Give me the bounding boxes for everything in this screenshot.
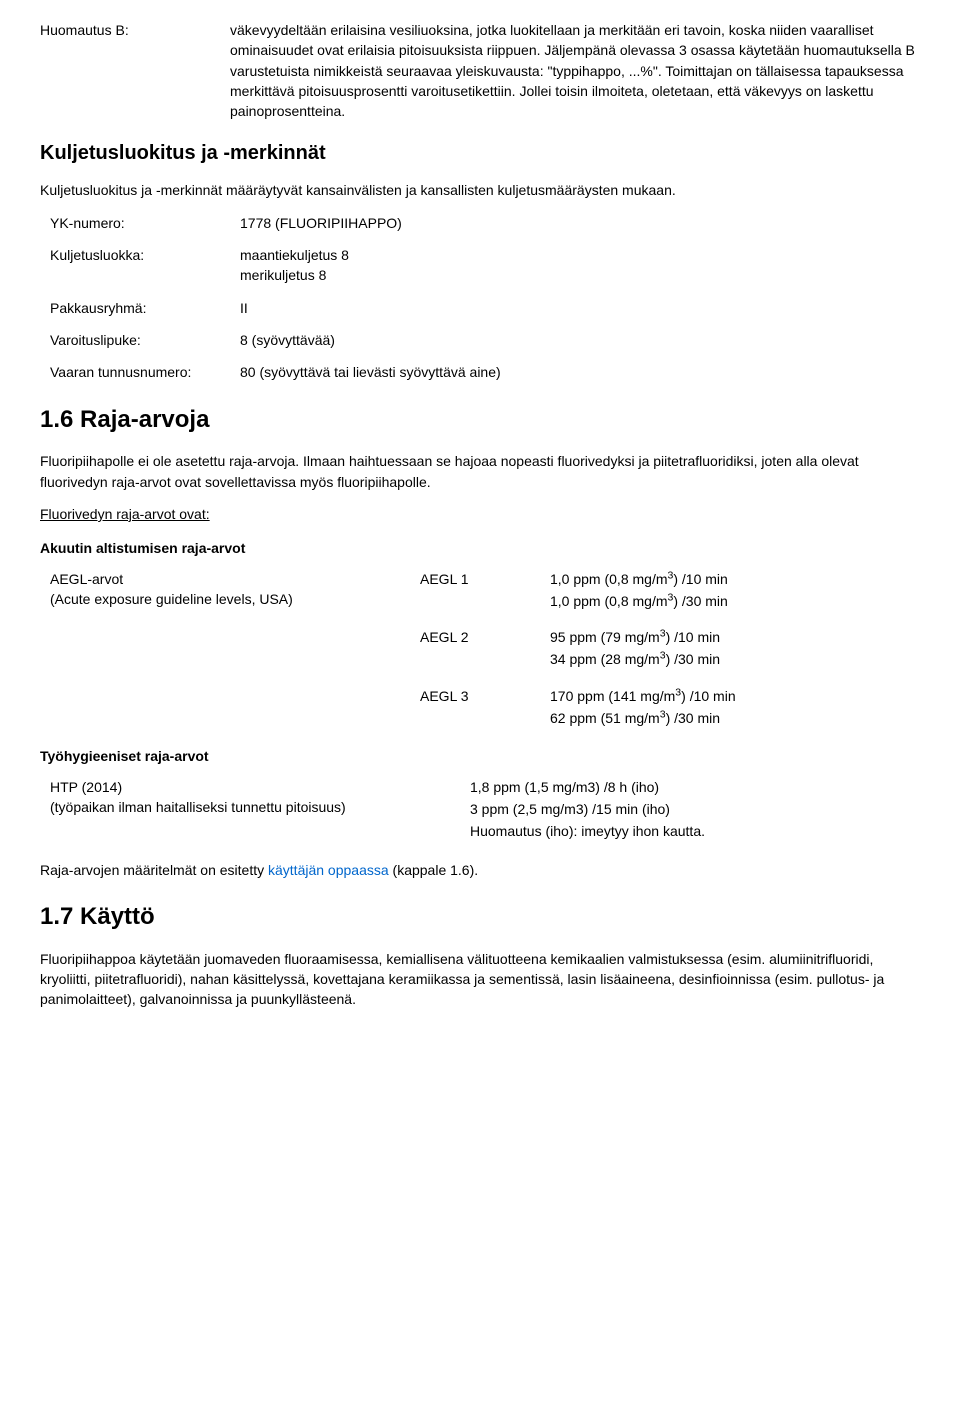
akuutti-heading: Akuutin altistumisen raja-arvot — [40, 538, 920, 558]
kuljetus-table: YK-numero: 1778 (FLUORIPIIHAPPO) Kuljetu… — [50, 213, 920, 383]
huomautus-text: väkevyydeltään erilaisina vesiliuoksina,… — [230, 20, 920, 121]
htp-r1: 1,8 ppm (1,5 mg/m3) /8 h (iho) — [470, 777, 920, 797]
huomautus-label: Huomautus B: — [40, 20, 230, 121]
varoitus-value: 8 (syövyttävää) — [240, 330, 920, 350]
aegl1-v2a: 1,0 ppm (0,8 mg/m — [550, 593, 668, 609]
htp-right: 1,8 ppm (1,5 mg/m3) /8 h (iho) 3 ppm (2,… — [470, 777, 920, 844]
varoitus-row: Varoituslipuke: 8 (syövyttävää) — [50, 330, 920, 350]
aegl3-name: AEGL 3 — [420, 686, 550, 731]
htp-left1: HTP (2014) — [50, 777, 470, 797]
luokka-row: Kuljetusluokka: maantiekuljetus 8 meriku… — [50, 245, 920, 286]
aegl1-v1b: ) /10 min — [673, 571, 727, 587]
kaytto-heading: 1.7 Käyttö — [40, 900, 920, 935]
aegl3-v2b: ) /30 min — [666, 710, 720, 726]
raja-heading: 1.6 Raja-arvoja — [40, 403, 920, 438]
yk-row: YK-numero: 1778 (FLUORIPIIHAPPO) — [50, 213, 920, 233]
pakkaus-value: II — [240, 298, 920, 318]
aegl-label1: AEGL-arvot — [50, 569, 420, 589]
raja-sub-underline: Fluorivedyn raja-arvot ovat: — [40, 504, 920, 524]
aegl2-v2b: ) /30 min — [666, 651, 720, 667]
aegl2-v1: 95 ppm (79 mg/m3) /10 min — [550, 627, 920, 647]
aegl3-v1b: ) /10 min — [681, 688, 735, 704]
raja-intro: Fluoripiihapolle ei ole asetettu raja-ar… — [40, 451, 920, 492]
yk-value: 1778 (FLUORIPIIHAPPO) — [240, 213, 920, 233]
huomautus-row: Huomautus B: väkevyydeltään erilaisina v… — [40, 20, 920, 121]
aegl1-v1a: 1,0 ppm (0,8 mg/m — [550, 571, 668, 587]
htp-left2: (työpaikan ilman haitalliseksi tunnettu … — [50, 797, 470, 817]
pakkaus-label: Pakkausryhmä: — [50, 298, 240, 318]
vaara-row: Vaaran tunnusnumero: 80 (syövyttävä tai … — [50, 362, 920, 382]
luokka-label: Kuljetusluokka: — [50, 245, 240, 286]
aegl-block: AEGL-arvot (Acute exposure guideline lev… — [50, 569, 920, 731]
aegl1-v2: 1,0 ppm (0,8 mg/m3) /30 min — [550, 591, 920, 611]
luokka-value2: merikuljetus 8 — [240, 265, 920, 285]
aegl3-v1: 170 ppm (141 mg/m3) /10 min — [550, 686, 920, 706]
luokka-value: maantiekuljetus 8 merikuljetus 8 — [240, 245, 920, 286]
kuljetus-intro: Kuljetusluokitus ja -merkinnät määräytyv… — [40, 180, 920, 200]
aegl3-v1a: 170 ppm (141 mg/m — [550, 688, 675, 704]
varoitus-label: Varoituslipuke: — [50, 330, 240, 350]
aegl2-row: AEGL 2 95 ppm (79 mg/m3) /10 min 34 ppm … — [50, 627, 920, 672]
htp-left: HTP (2014) (työpaikan ilman haitalliseks… — [50, 777, 470, 844]
raja-footer-post: (kappale 1.6). — [389, 862, 479, 878]
aegl1-v2b: ) /30 min — [673, 593, 727, 609]
aegl3-v2a: 62 ppm (51 mg/m — [550, 710, 660, 726]
vaara-label: Vaaran tunnusnumero: — [50, 362, 240, 382]
aegl2-v1a: 95 ppm (79 mg/m — [550, 629, 660, 645]
aegl-left-label: AEGL-arvot (Acute exposure guideline lev… — [50, 569, 420, 614]
raja-footer-link[interactable]: käyttäjän oppaassa — [268, 862, 389, 878]
aegl1-values: 1,0 ppm (0,8 mg/m3) /10 min 1,0 ppm (0,8… — [550, 569, 920, 614]
yk-label: YK-numero: — [50, 213, 240, 233]
luokka-value1: maantiekuljetus 8 — [240, 245, 920, 265]
htp-r2: 3 ppm (2,5 mg/m3) /15 min (iho) — [470, 799, 920, 819]
raja-footer: Raja-arvojen määritelmät on esitetty käy… — [40, 860, 920, 880]
aegl2-name: AEGL 2 — [420, 627, 550, 672]
htp-block: HTP (2014) (työpaikan ilman haitalliseks… — [50, 777, 920, 844]
htp-r3: Huomautus (iho): imeytyy ihon kautta. — [470, 821, 920, 841]
aegl3-row: AEGL 3 170 ppm (141 mg/m3) /10 min 62 pp… — [50, 686, 920, 731]
aegl2-values: 95 ppm (79 mg/m3) /10 min 34 ppm (28 mg/… — [550, 627, 920, 672]
aegl2-v1b: ) /10 min — [666, 629, 720, 645]
kaytto-text: Fluoripiihappoa käytetään juomaveden flu… — [40, 949, 920, 1010]
tyo-heading: Työhygieeniset raja-arvot — [40, 746, 920, 766]
aegl-label2: (Acute exposure guideline levels, USA) — [50, 589, 420, 609]
kuljetus-heading: Kuljetusluokitus ja -merkinnät — [40, 139, 920, 168]
aegl2-left-empty — [50, 627, 420, 672]
aegl1-row: AEGL-arvot (Acute exposure guideline lev… — [50, 569, 920, 614]
aegl2-v2a: 34 ppm (28 mg/m — [550, 651, 660, 667]
aegl1-v1: 1,0 ppm (0,8 mg/m3) /10 min — [550, 569, 920, 589]
aegl3-v2: 62 ppm (51 mg/m3) /30 min — [550, 708, 920, 728]
pakkaus-row: Pakkausryhmä: II — [50, 298, 920, 318]
vaara-value: 80 (syövyttävä tai lievästi syövyttävä a… — [240, 362, 920, 382]
htp-row: HTP (2014) (työpaikan ilman haitalliseks… — [50, 777, 920, 844]
aegl3-left-empty — [50, 686, 420, 731]
aegl2-v2: 34 ppm (28 mg/m3) /30 min — [550, 649, 920, 669]
aegl1-name: AEGL 1 — [420, 569, 550, 614]
raja-footer-pre: Raja-arvojen määritelmät on esitetty — [40, 862, 268, 878]
aegl3-values: 170 ppm (141 mg/m3) /10 min 62 ppm (51 m… — [550, 686, 920, 731]
